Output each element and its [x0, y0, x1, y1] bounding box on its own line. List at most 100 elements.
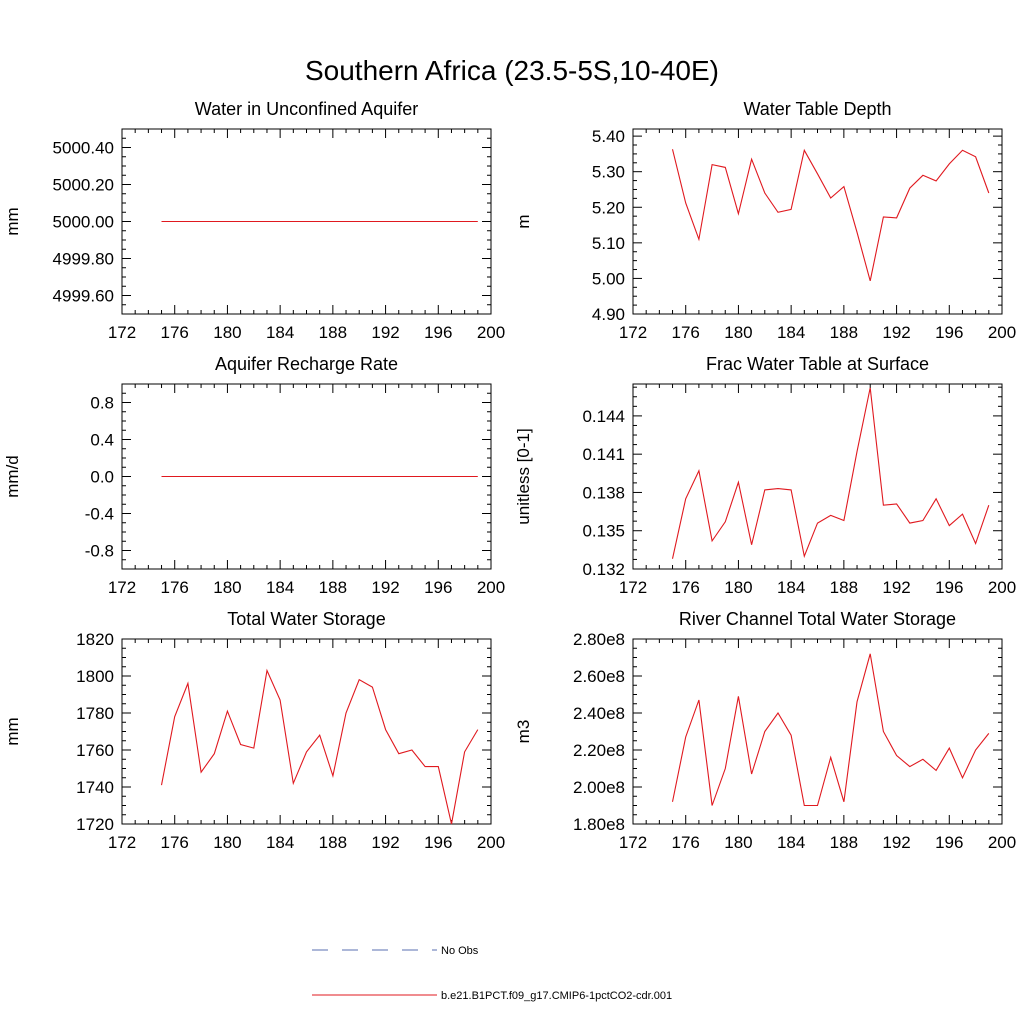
x-tick-label: 180 [213, 323, 241, 342]
y-tick-label: 0.8 [90, 394, 114, 413]
y-tick-label: 5.40 [592, 127, 625, 146]
y-tick-label: 0.141 [582, 445, 625, 464]
x-tick-label: 180 [213, 833, 241, 852]
x-tick-label: 172 [619, 833, 647, 852]
y-tick-label: 5.20 [592, 198, 625, 217]
x-tick-label: 200 [477, 578, 505, 597]
x-tick-label: 184 [266, 578, 294, 597]
y-tick-label: -0.4 [85, 505, 114, 524]
y-tick-label: 5.30 [592, 163, 625, 182]
panels: Water in Unconfined Aquifer 172 176 180 184 1… [3, 99, 1016, 852]
panel-6: River Channel Total Water Storage 172 176 1… [514, 609, 1016, 852]
plot-frame [632, 383, 1003, 570]
y-tick-label: 1800 [76, 667, 114, 686]
x-tick-label: 172 [619, 578, 647, 597]
x-tick-label: 196 [935, 833, 963, 852]
y-axis-label: m3 [514, 720, 533, 744]
plot-frame [632, 128, 1003, 315]
plot-frame [121, 638, 492, 825]
x-tick-label: 192 [882, 323, 910, 342]
y-tick-label: 2.40e8 [573, 704, 625, 723]
y-tick-label: -0.8 [85, 542, 114, 561]
panel-3: Aquifer Recharge Rate 172 176 180 184 188 192 1… [3, 354, 505, 597]
x-tick-label: 184 [266, 323, 294, 342]
y-tick-label: 1780 [76, 704, 114, 723]
panel-2: Water Table Depth 172 176 180 184 188 192 196 20… [514, 99, 1016, 342]
x-tick-label: 184 [777, 323, 805, 342]
y-tick-label: 4999.60 [53, 287, 114, 306]
y-tick-label: 0.135 [582, 522, 625, 541]
y-tick-label: 4999.80 [53, 250, 114, 269]
y-tick-label: 2.00e8 [573, 778, 625, 797]
x-tick-label: 180 [724, 578, 752, 597]
y-tick-label: 0.144 [582, 407, 625, 426]
x-tick-label: 188 [319, 578, 347, 597]
x-tick-label: 176 [672, 323, 700, 342]
x-tick-label: 200 [988, 833, 1016, 852]
figure-title: Southern Africa (23.5-5S,10-40E) [305, 55, 719, 86]
series-line [671, 148, 990, 282]
y-tick-label: 5000.40 [53, 139, 114, 158]
x-tick-label: 188 [319, 323, 347, 342]
x-tick-label: 184 [777, 578, 805, 597]
panel-title: Frac Water Table at Surface [706, 354, 929, 374]
legend-label-1: No Obs [441, 945, 479, 957]
x-tick-label: 196 [935, 578, 963, 597]
x-tick-label: 184 [266, 833, 294, 852]
y-tick-label: 5.00 [592, 269, 625, 288]
x-tick-label: 172 [619, 323, 647, 342]
y-tick-label: 2.60e8 [573, 667, 625, 686]
y-axis-label: mm [3, 717, 22, 745]
y-tick-label: 0.132 [582, 560, 625, 579]
y-tick-label: 0.4 [90, 431, 114, 450]
x-tick-label: 188 [830, 578, 858, 597]
x-tick-label: 172 [108, 323, 136, 342]
x-tick-label: 192 [882, 578, 910, 597]
y-tick-label: 1760 [76, 741, 114, 760]
x-tick-label: 176 [161, 323, 189, 342]
x-tick-label: 172 [108, 578, 136, 597]
y-axis-label: unitless [0-1] [514, 428, 533, 524]
x-tick-label: 196 [424, 578, 452, 597]
x-tick-label: 188 [830, 833, 858, 852]
x-tick-label: 176 [161, 578, 189, 597]
y-tick-label: 0.0 [90, 468, 114, 487]
series-line [671, 387, 990, 559]
panel-title: River Channel Total Water Storage [679, 609, 956, 629]
x-tick-label: 176 [672, 578, 700, 597]
x-tick-label: 184 [777, 833, 805, 852]
x-tick-label: 200 [988, 323, 1016, 342]
x-tick-label: 196 [424, 833, 452, 852]
x-tick-label: 180 [724, 323, 752, 342]
x-tick-label: 188 [830, 323, 858, 342]
x-tick-label: 176 [161, 833, 189, 852]
panel-title: Total Water Storage [227, 609, 385, 629]
panel-1: Water in Unconfined Aquifer 172 176 180 184 1… [3, 99, 505, 342]
panel-title: Water Table Depth [743, 99, 891, 119]
y-axis-label: m [514, 214, 533, 228]
panel-title: Water in Unconfined Aquifer [195, 99, 418, 119]
x-tick-label: 176 [672, 833, 700, 852]
x-tick-label: 180 [724, 833, 752, 852]
series-line [671, 653, 990, 807]
x-tick-label: 196 [424, 323, 452, 342]
y-tick-label: 1720 [76, 815, 114, 834]
y-tick-label: 4.90 [592, 305, 625, 324]
x-tick-label: 200 [477, 323, 505, 342]
panel-4: Frac Water Table at Surface 172 176 180 184 1… [514, 354, 1016, 597]
y-tick-label: 1.80e8 [573, 815, 625, 834]
x-tick-label: 192 [882, 833, 910, 852]
y-tick-label: 1740 [76, 778, 114, 797]
x-tick-label: 180 [213, 578, 241, 597]
y-axis-label: mm/d [3, 455, 22, 498]
x-tick-label: 192 [371, 323, 399, 342]
x-tick-label: 200 [477, 833, 505, 852]
legend: No Obs b.e21.B1PCT.f09_g17.CMIP6-1pctCO2-… [312, 945, 672, 1002]
panel-5: Total Water Storage 172 176 180 184 188 192 196… [3, 609, 505, 852]
y-tick-label: 0.138 [582, 483, 625, 502]
y-tick-label: 2.20e8 [573, 741, 625, 760]
series-line [160, 668, 479, 825]
y-tick-label: 5.10 [592, 234, 625, 253]
y-tick-label: 2.80e8 [573, 630, 625, 649]
